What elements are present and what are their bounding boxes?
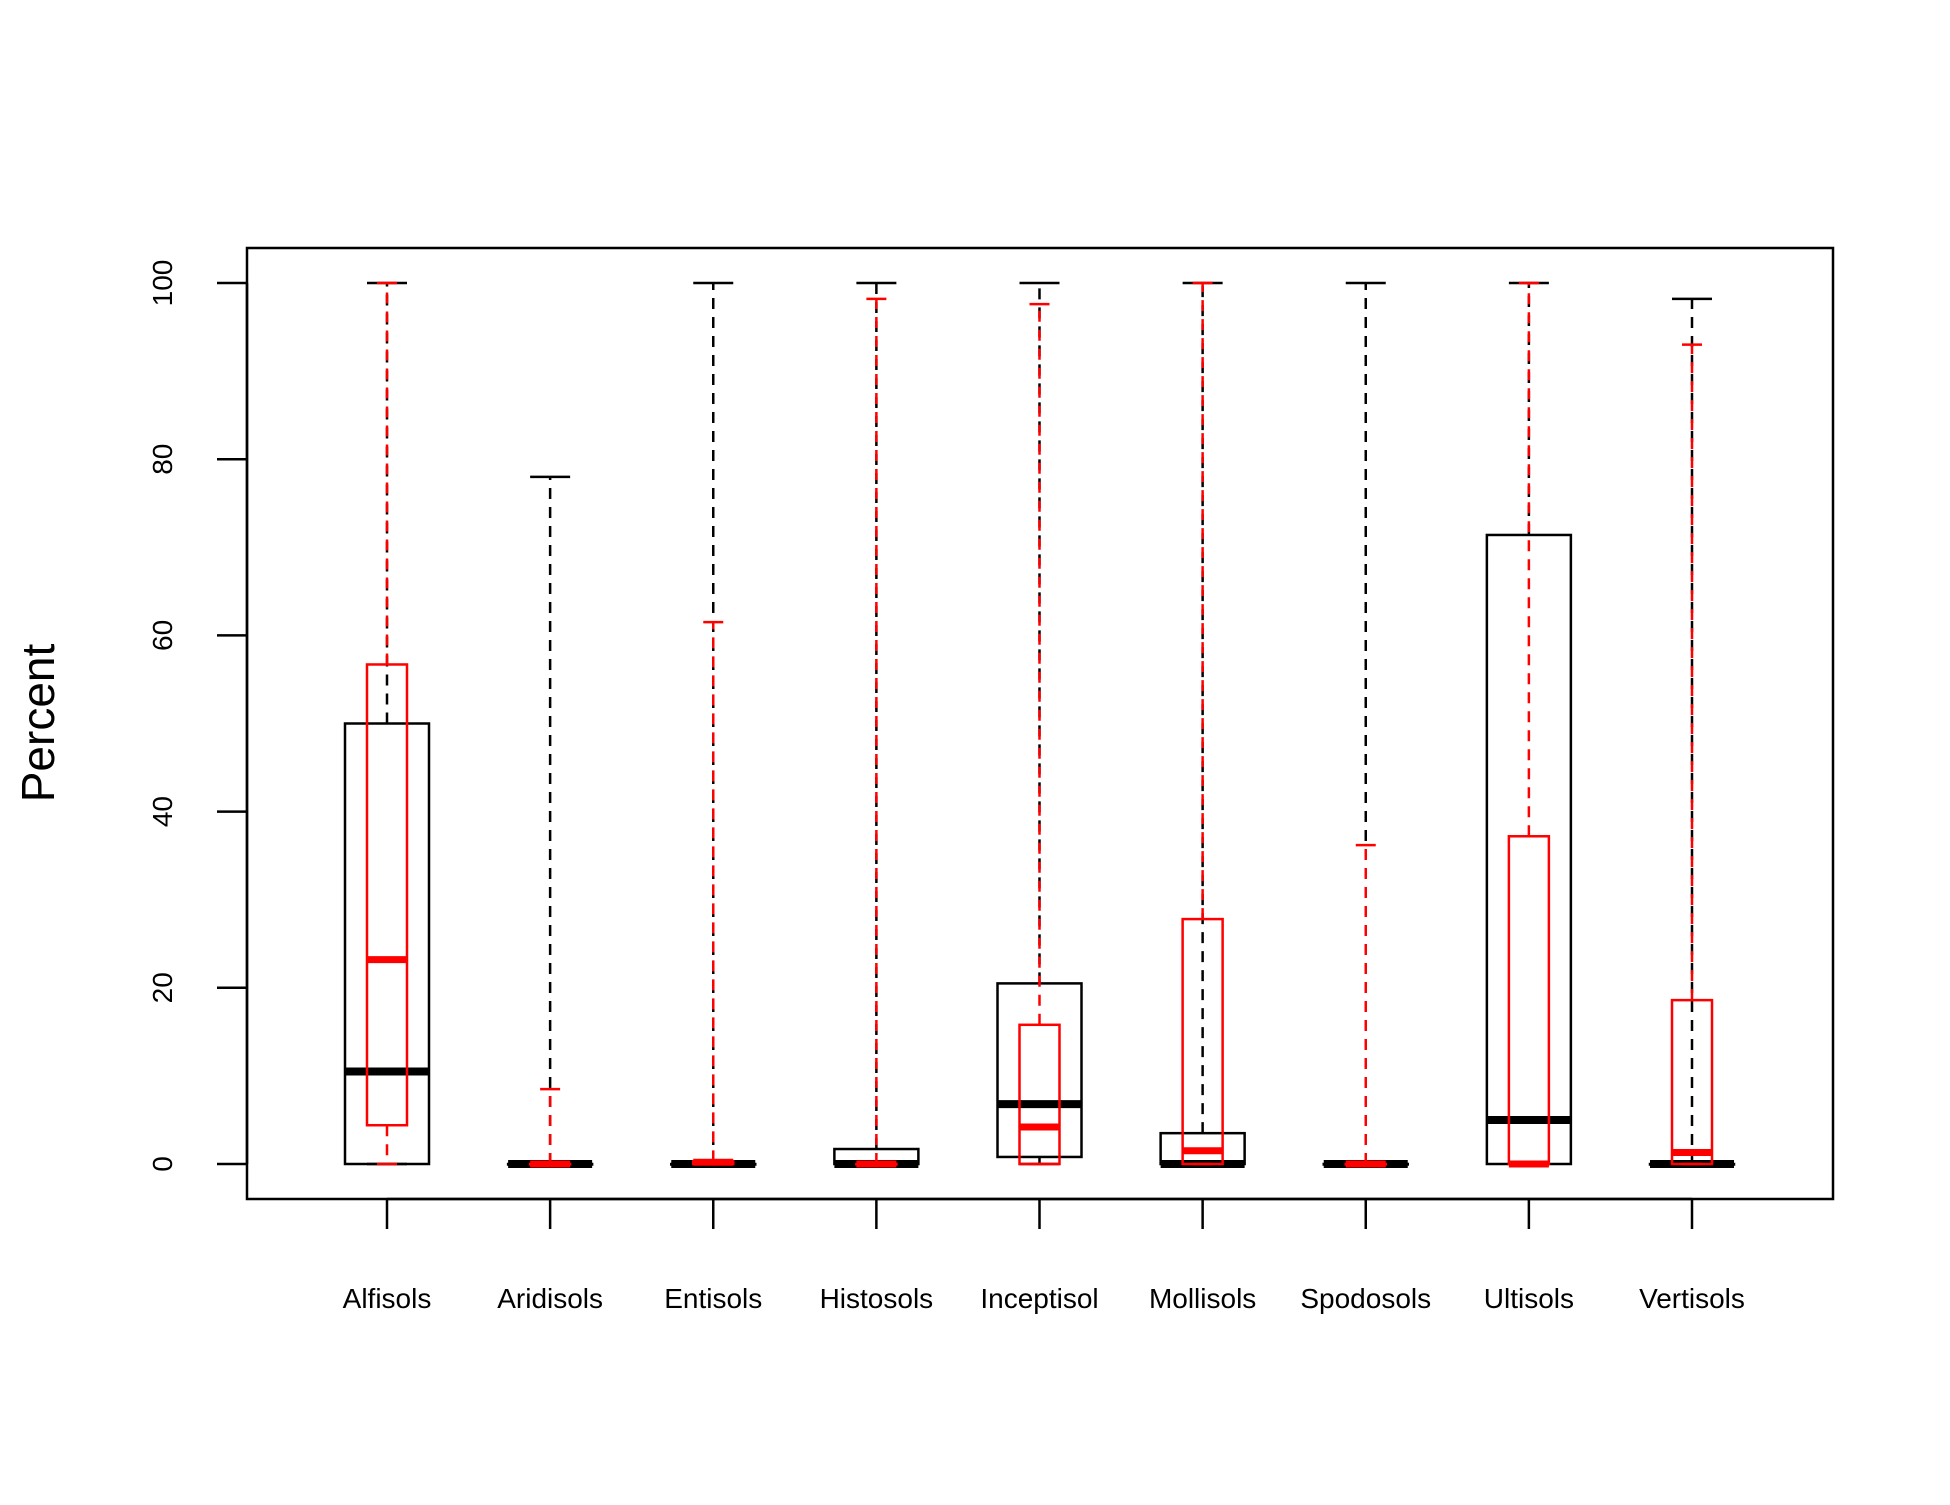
x-tick-label: Ultisols xyxy=(1484,1283,1574,1314)
box-aridisols xyxy=(506,475,594,1168)
box-alfisols xyxy=(365,281,409,1166)
x-tick-label: Entisols xyxy=(664,1283,762,1314)
box-iqr xyxy=(1018,1023,1061,1166)
box-mollisols xyxy=(1181,281,1224,1166)
box-ultisols xyxy=(1507,281,1551,1168)
box-histosols xyxy=(855,297,898,1168)
x-axis: Alfisols Aridisols Entisols Histosols Incept… xyxy=(343,1197,1745,1314)
box-inceptisol xyxy=(1018,302,1061,1166)
y-tick-label: 20 xyxy=(147,972,178,1003)
box-vertisols xyxy=(1670,343,1714,1166)
x-tick-label: Vertisols xyxy=(1639,1283,1745,1314)
box-iqr xyxy=(1670,998,1714,1166)
y-axis-label: Percent xyxy=(12,644,64,803)
y-tick-label: 40 xyxy=(147,796,178,827)
box-iqr xyxy=(1181,917,1224,1166)
box-iqr xyxy=(343,722,431,1166)
box-iqr xyxy=(365,663,409,1127)
box-iqr xyxy=(1507,835,1551,1166)
box-iqr xyxy=(996,982,1083,1159)
box-iqr xyxy=(1485,533,1573,1166)
y-tick-label: 100 xyxy=(147,260,178,307)
x-tick-label: Inceptisol xyxy=(980,1283,1098,1314)
box-entisols xyxy=(692,620,735,1166)
x-tick-label: Histosols xyxy=(820,1283,934,1314)
box-spodosols xyxy=(1344,843,1387,1168)
x-tick-label: Alfisols xyxy=(343,1283,432,1314)
box-aridisols xyxy=(528,1087,572,1168)
box-series-2 xyxy=(365,281,1714,1168)
x-tick-label: Mollisols xyxy=(1149,1283,1256,1314)
y-axis: 0 20 40 60 80 100 xyxy=(147,260,249,1172)
box-groups xyxy=(343,281,1736,1168)
y-tick-label: 0 xyxy=(147,1156,178,1172)
y-tick-label: 80 xyxy=(147,444,178,475)
y-tick-label: 60 xyxy=(147,620,178,651)
x-tick-label: Spodosols xyxy=(1300,1283,1431,1314)
box-spodosols xyxy=(1322,281,1409,1168)
x-tick-label: Aridisols xyxy=(497,1283,603,1314)
